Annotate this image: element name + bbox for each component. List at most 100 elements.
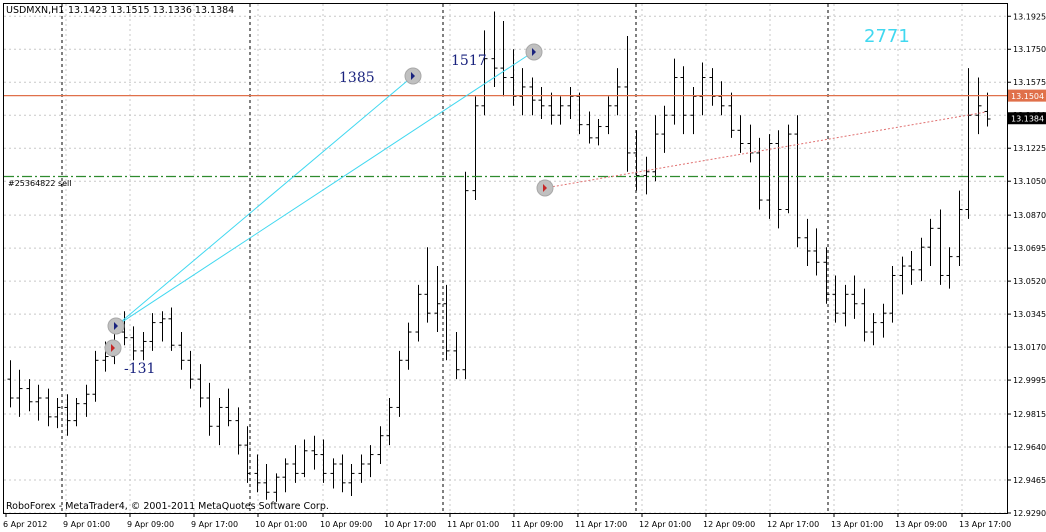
ohlc-bar — [187, 350, 194, 389]
ohlc-bar — [64, 394, 71, 436]
trend-line — [544, 111, 987, 189]
ohlc-bar — [899, 256, 906, 295]
x-tick-label: 12 Apr 09:00 — [703, 520, 755, 529]
trade-line — [115, 75, 414, 327]
ohlc-bar — [424, 247, 431, 323]
x-tick-label: 6 Apr 2012 — [3, 520, 47, 529]
ohlc-bar — [7, 360, 14, 408]
ohlc-bar — [273, 473, 280, 502]
ohlc-bar — [946, 247, 953, 289]
plot-frame — [3, 3, 1008, 514]
ohlc-bar — [557, 96, 564, 125]
ohlc-bar — [83, 384, 90, 417]
ohlc-bar — [149, 313, 156, 351]
ohlc-bar — [576, 92, 583, 135]
ohlc-bar — [832, 275, 839, 323]
ohlc-bar — [567, 86, 574, 119]
ohlc-bar — [500, 20, 507, 97]
ohlc-bar — [443, 284, 450, 361]
ohlc-bar — [396, 350, 403, 417]
x-tick-label: 10 Apr 01:00 — [255, 520, 307, 529]
ohlc-bar — [519, 68, 526, 116]
y-tick-label: 12.9465 — [1013, 476, 1046, 485]
ohlc-bar — [975, 77, 982, 135]
ohlc-bar — [434, 266, 441, 333]
ohlc-bar — [159, 311, 166, 342]
y-tick-label: 13.1225 — [1013, 144, 1046, 153]
trade-label-neg131: -131 — [124, 361, 155, 377]
y-tick-label: 12.9815 — [1013, 410, 1046, 419]
marker-arrow — [111, 344, 115, 352]
ohlc-bar — [45, 388, 52, 427]
trade-markers[interactable] — [104, 43, 554, 357]
ohlc-bar — [168, 307, 175, 351]
ohlc-bar — [861, 288, 868, 342]
ohlc-bar — [851, 275, 858, 319]
day-separators — [61, 4, 829, 513]
ohlc-bar — [73, 398, 80, 427]
order-line-label: #25364822 sell — [8, 179, 72, 188]
ohlc-bar — [538, 86, 545, 119]
ohlc-bar — [680, 66, 687, 135]
x-tick-label: 9 Apr 01:00 — [63, 520, 110, 529]
price-tag-bg — [1008, 112, 1046, 125]
x-axis: 6 Apr 2012 9 Apr 01:00 9 Apr 09:00 9 Apr 17… — [3, 513, 1011, 529]
profit-total-label: 2771 — [864, 26, 910, 47]
overlay-lines — [4, 51, 1007, 327]
y-tick-label: 13.0345 — [1013, 310, 1046, 319]
ohlc-bar — [908, 250, 915, 285]
trade-marker-icon — [525, 43, 543, 61]
y-tick-label: 13.0170 — [1013, 343, 1046, 352]
ohlc-bar — [927, 218, 934, 267]
trade-marker-icon — [404, 67, 422, 85]
ohlc-bar — [367, 445, 374, 478]
ohlc-bar — [178, 332, 185, 370]
ohlc-bar — [320, 439, 327, 483]
y-tick-label: 13.0520 — [1013, 277, 1046, 286]
ohlc-bar — [386, 398, 393, 446]
ohlc-bar — [462, 171, 469, 380]
ohlc-bar — [197, 364, 204, 408]
ohlc-bar — [965, 68, 972, 219]
ohlc-bar — [586, 111, 593, 144]
trade-marker-icon — [104, 339, 122, 357]
ohlc-bar — [737, 115, 744, 153]
ohlc-bar — [26, 379, 33, 412]
ohlc-bar — [870, 313, 877, 346]
marker-arrow — [411, 72, 415, 80]
price-bars — [7, 11, 991, 502]
ohlc-bar — [472, 96, 479, 201]
ohlc-bar — [614, 68, 621, 116]
ohlc-bar — [481, 30, 488, 116]
ohlc-bar — [756, 137, 763, 210]
ohlc-bar — [918, 237, 925, 282]
ohlc-bar — [718, 81, 725, 116]
ohlc-bar — [804, 218, 811, 267]
ohlc-bar — [605, 96, 612, 135]
ohlc-bar — [292, 445, 299, 483]
ohlc-bar — [671, 58, 678, 125]
ohlc-bar — [984, 92, 991, 127]
ohlc-bar — [842, 284, 849, 327]
ohlc-bar — [709, 68, 716, 106]
ohlc-bar — [54, 398, 61, 429]
ohlc-bar — [548, 92, 555, 125]
ohlc-bar — [235, 407, 242, 455]
ohlc-bar — [785, 124, 792, 214]
x-tick-label: 10 Apr 09:00 — [320, 520, 372, 529]
ohlc-bar — [377, 426, 384, 464]
y-tick-label: 13.1575 — [1013, 78, 1046, 87]
ohlc-bar — [348, 463, 355, 497]
ohlc-bar — [216, 398, 223, 446]
ohlc-bar — [661, 105, 668, 153]
ohlc-bar — [405, 322, 412, 370]
ohlc-bar — [35, 384, 42, 421]
price-tags: 13.1504 13.1384 — [1008, 89, 1046, 125]
x-tick-label: 12 Apr 01:00 — [639, 520, 691, 529]
ohlc-bar — [937, 209, 944, 285]
ohlc-bar — [311, 435, 318, 470]
symbol-label: USDMXN,H1 — [6, 5, 64, 16]
bid-price-tag: 13.1384 — [1008, 112, 1046, 125]
price-tag-bg — [1008, 89, 1046, 102]
